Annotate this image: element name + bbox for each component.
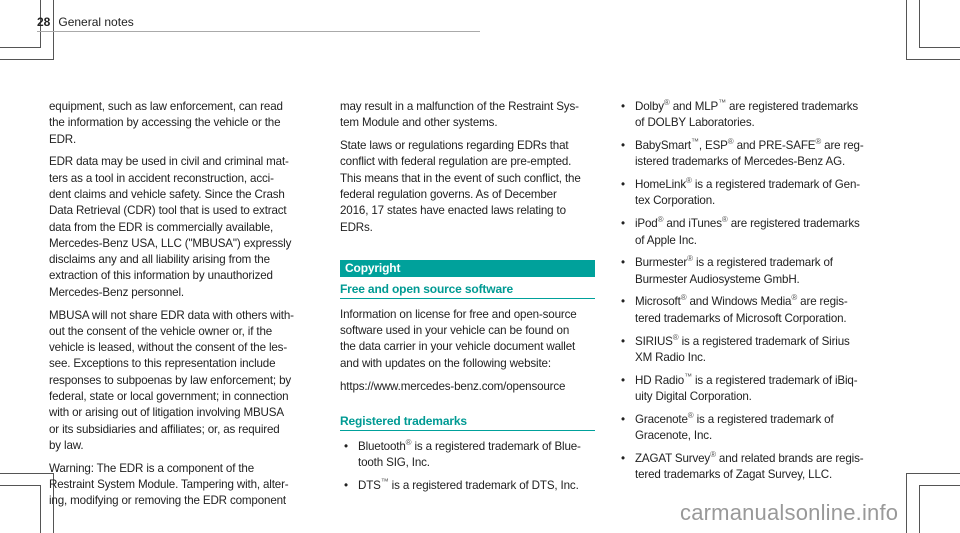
text-line: with or arising out of litigation involv… (49, 406, 284, 420)
text-line: Mercedes-Benz personnel. (49, 285, 184, 299)
foss-url[interactable]: https://www.mercedes-benz.com/opensource (340, 379, 566, 393)
text-line: data from the EDR is commercially availa… (49, 220, 274, 234)
text-line: Gracenote® is a registered trademark of (635, 410, 834, 426)
watermark: carmanualsonline.info (680, 500, 899, 525)
text-line: equipment, such as law enforcement, can … (49, 100, 283, 113)
paragraph: equipment, such as law enforcement, can … (49, 99, 311, 148)
text-line: federal regulation governs. As of Decemb… (340, 187, 557, 201)
text-line: out the consent of the vehicle owner or,… (49, 324, 273, 338)
section-title: General notes (58, 15, 134, 29)
text-line: conflict with federal regulation are pre… (340, 155, 572, 169)
paragraph: MBUSA will not share EDR data with other… (49, 308, 311, 455)
text-line: Warning: The EDR is a component of the (49, 461, 255, 475)
text-line: EDR data may be used in civil and crimin… (49, 155, 289, 169)
text-line: HomeLink® is a registered trademark of G… (635, 176, 860, 192)
text-line: istered trademarks of Mercedes-Benz AG. (635, 155, 846, 169)
text-line: Microsoft® and Windows Media® are regis- (635, 293, 848, 309)
trademarks-heading: Registered trademarks (340, 413, 595, 431)
paragraph: may result in a malfunction of the Restr… (340, 99, 595, 132)
text-line: EDR. (49, 132, 77, 146)
text-line: tem Module and other systems. (340, 116, 498, 130)
text-line: Bluetooth® is a registered trademark of … (358, 438, 581, 453)
text-line: responses to subpoenas by law enforcemen… (49, 373, 292, 387)
list-item: HomeLink® is a registered trademark of G… (617, 177, 879, 210)
text-line: tered trademarks of Zagat Survey, LLC. (635, 468, 833, 482)
text-line: Mercedes-Benz USA, LLC ("MBUSA") express… (49, 236, 292, 250)
text-line: DTS™ is a registered trademark of DTS, I… (358, 477, 579, 492)
list-item: SIRIUS® is a registered trademark of Sir… (617, 332, 879, 367)
foss-heading: Free and open source software (340, 281, 595, 299)
list-item: ZAGAT Survey® and related brands are reg… (617, 449, 879, 484)
text-line: Gracenote, Inc. (635, 429, 713, 443)
page-header: 28 General notes (37, 15, 480, 32)
list-item: BabySmart™, ESP® and PRE-SAFE® are reg-i… (617, 138, 879, 171)
right-column: Dolby® and MLP™ are registered trademark… (617, 99, 879, 490)
text-line: SIRIUS® is a registered trademark of Sir… (635, 332, 850, 348)
text-line: disclaims any and all liability arising … (49, 253, 270, 267)
text-line: iPod® and iTunes® are registered tradema… (635, 215, 860, 231)
copyright-heading: Copyright (340, 259, 595, 277)
text-line: HD Radio™ is a registered trademark of i… (635, 371, 858, 387)
text-line: Information on license for free and open… (340, 307, 577, 321)
text-line: may result in a malfunction of the Restr… (340, 100, 579, 113)
text-line: ing, modifying or removing the EDR compo… (49, 494, 286, 508)
text-line: ZAGAT Survey® and related brands are reg… (635, 449, 864, 465)
foss-paragraph: Information on license for free and open… (340, 307, 595, 372)
text-line: federal, state or local government; in c… (49, 390, 289, 404)
list-item: Burmester® is a registered trademark of B… (617, 255, 879, 288)
text-line: tered trademarks of Microsoft Corporatio… (635, 311, 847, 325)
text-line: tex Corporation. (635, 194, 716, 208)
text-line: the data carrier in your vehicle documen… (340, 340, 576, 354)
text-line: by law. (49, 438, 84, 452)
text-line: EDRs. (340, 220, 373, 234)
text-line: 2016, 17 states have enacted laws relati… (340, 204, 566, 218)
page-number: 28 (37, 15, 51, 29)
trademark-list: Bluetooth® is a registered trademark of … (340, 439, 595, 495)
list-item: Gracenote® is a registered trademark of G… (617, 410, 879, 445)
text-line: dent claims and vehicle safety. Since th… (49, 187, 285, 201)
text-line: This means that in the event of such con… (340, 171, 581, 185)
text-line: BabySmart™, ESP® and PRE-SAFE® are reg- (635, 137, 864, 153)
text-line: Dolby® and MLP™ are registered trademark… (635, 98, 859, 113)
trademark-list: Dolby® and MLP™ are registered trademark… (617, 99, 879, 483)
text-line: tooth SIG, Inc. (358, 456, 430, 470)
text-line: software used in your vehicle can be fou… (340, 324, 570, 338)
list-item: Microsoft® and Windows Media® are regis-… (617, 294, 879, 327)
text-line: and with updates on the following websit… (340, 356, 551, 370)
text-line: or its subsidiaries and affiliates; or, … (49, 422, 280, 436)
middle-column: may result in a malfunction of the Restr… (340, 99, 595, 501)
text-line: ters as a tool in accident reconstructio… (49, 171, 274, 185)
text-line: Data Retrieval (CDR) tool that is used t… (49, 204, 287, 218)
paragraph: Warning: The EDR is a component of the Re… (49, 461, 311, 510)
list-item: HD Radio™ is a registered trademark of i… (617, 371, 879, 406)
left-column: equipment, such as law enforcement, can … (49, 99, 311, 516)
text-line: the information by accessing the vehicle… (49, 116, 281, 130)
text-line: of Apple Inc. (635, 233, 697, 247)
list-item: iPod® and iTunes® are registered tradema… (617, 216, 879, 249)
text-line: Restraint System Module. Tampering with,… (49, 478, 289, 492)
list-item: DTS™ is a registered trademark of DTS, I… (340, 477, 595, 495)
text-line: XM Radio Inc. (635, 350, 706, 364)
text-line: Burmester Audiosysteme GmbH. (635, 272, 800, 286)
list-item: Dolby® and MLP™ are registered trademark… (617, 99, 879, 132)
text-line: Burmester® is a registered trademark of (635, 254, 833, 270)
text-line: uity Digital Corporation. (635, 389, 752, 403)
paragraph: State laws or regulations regarding EDRs… (340, 138, 595, 236)
list-item: Bluetooth® is a registered trademark of … (340, 439, 595, 472)
text-line: State laws or regulations regarding EDRs… (340, 139, 569, 153)
text-line: see. Exceptions to this representation i… (49, 357, 276, 371)
paragraph: EDR data may be used in civil and crimin… (49, 154, 311, 301)
text-line: vehicle is leased, without the consent o… (49, 341, 288, 355)
text-line: MBUSA will not share EDR data with other… (49, 308, 294, 322)
text-line: extraction of this information by unauth… (49, 269, 273, 283)
text-line: of DOLBY Laboratories. (635, 116, 755, 130)
